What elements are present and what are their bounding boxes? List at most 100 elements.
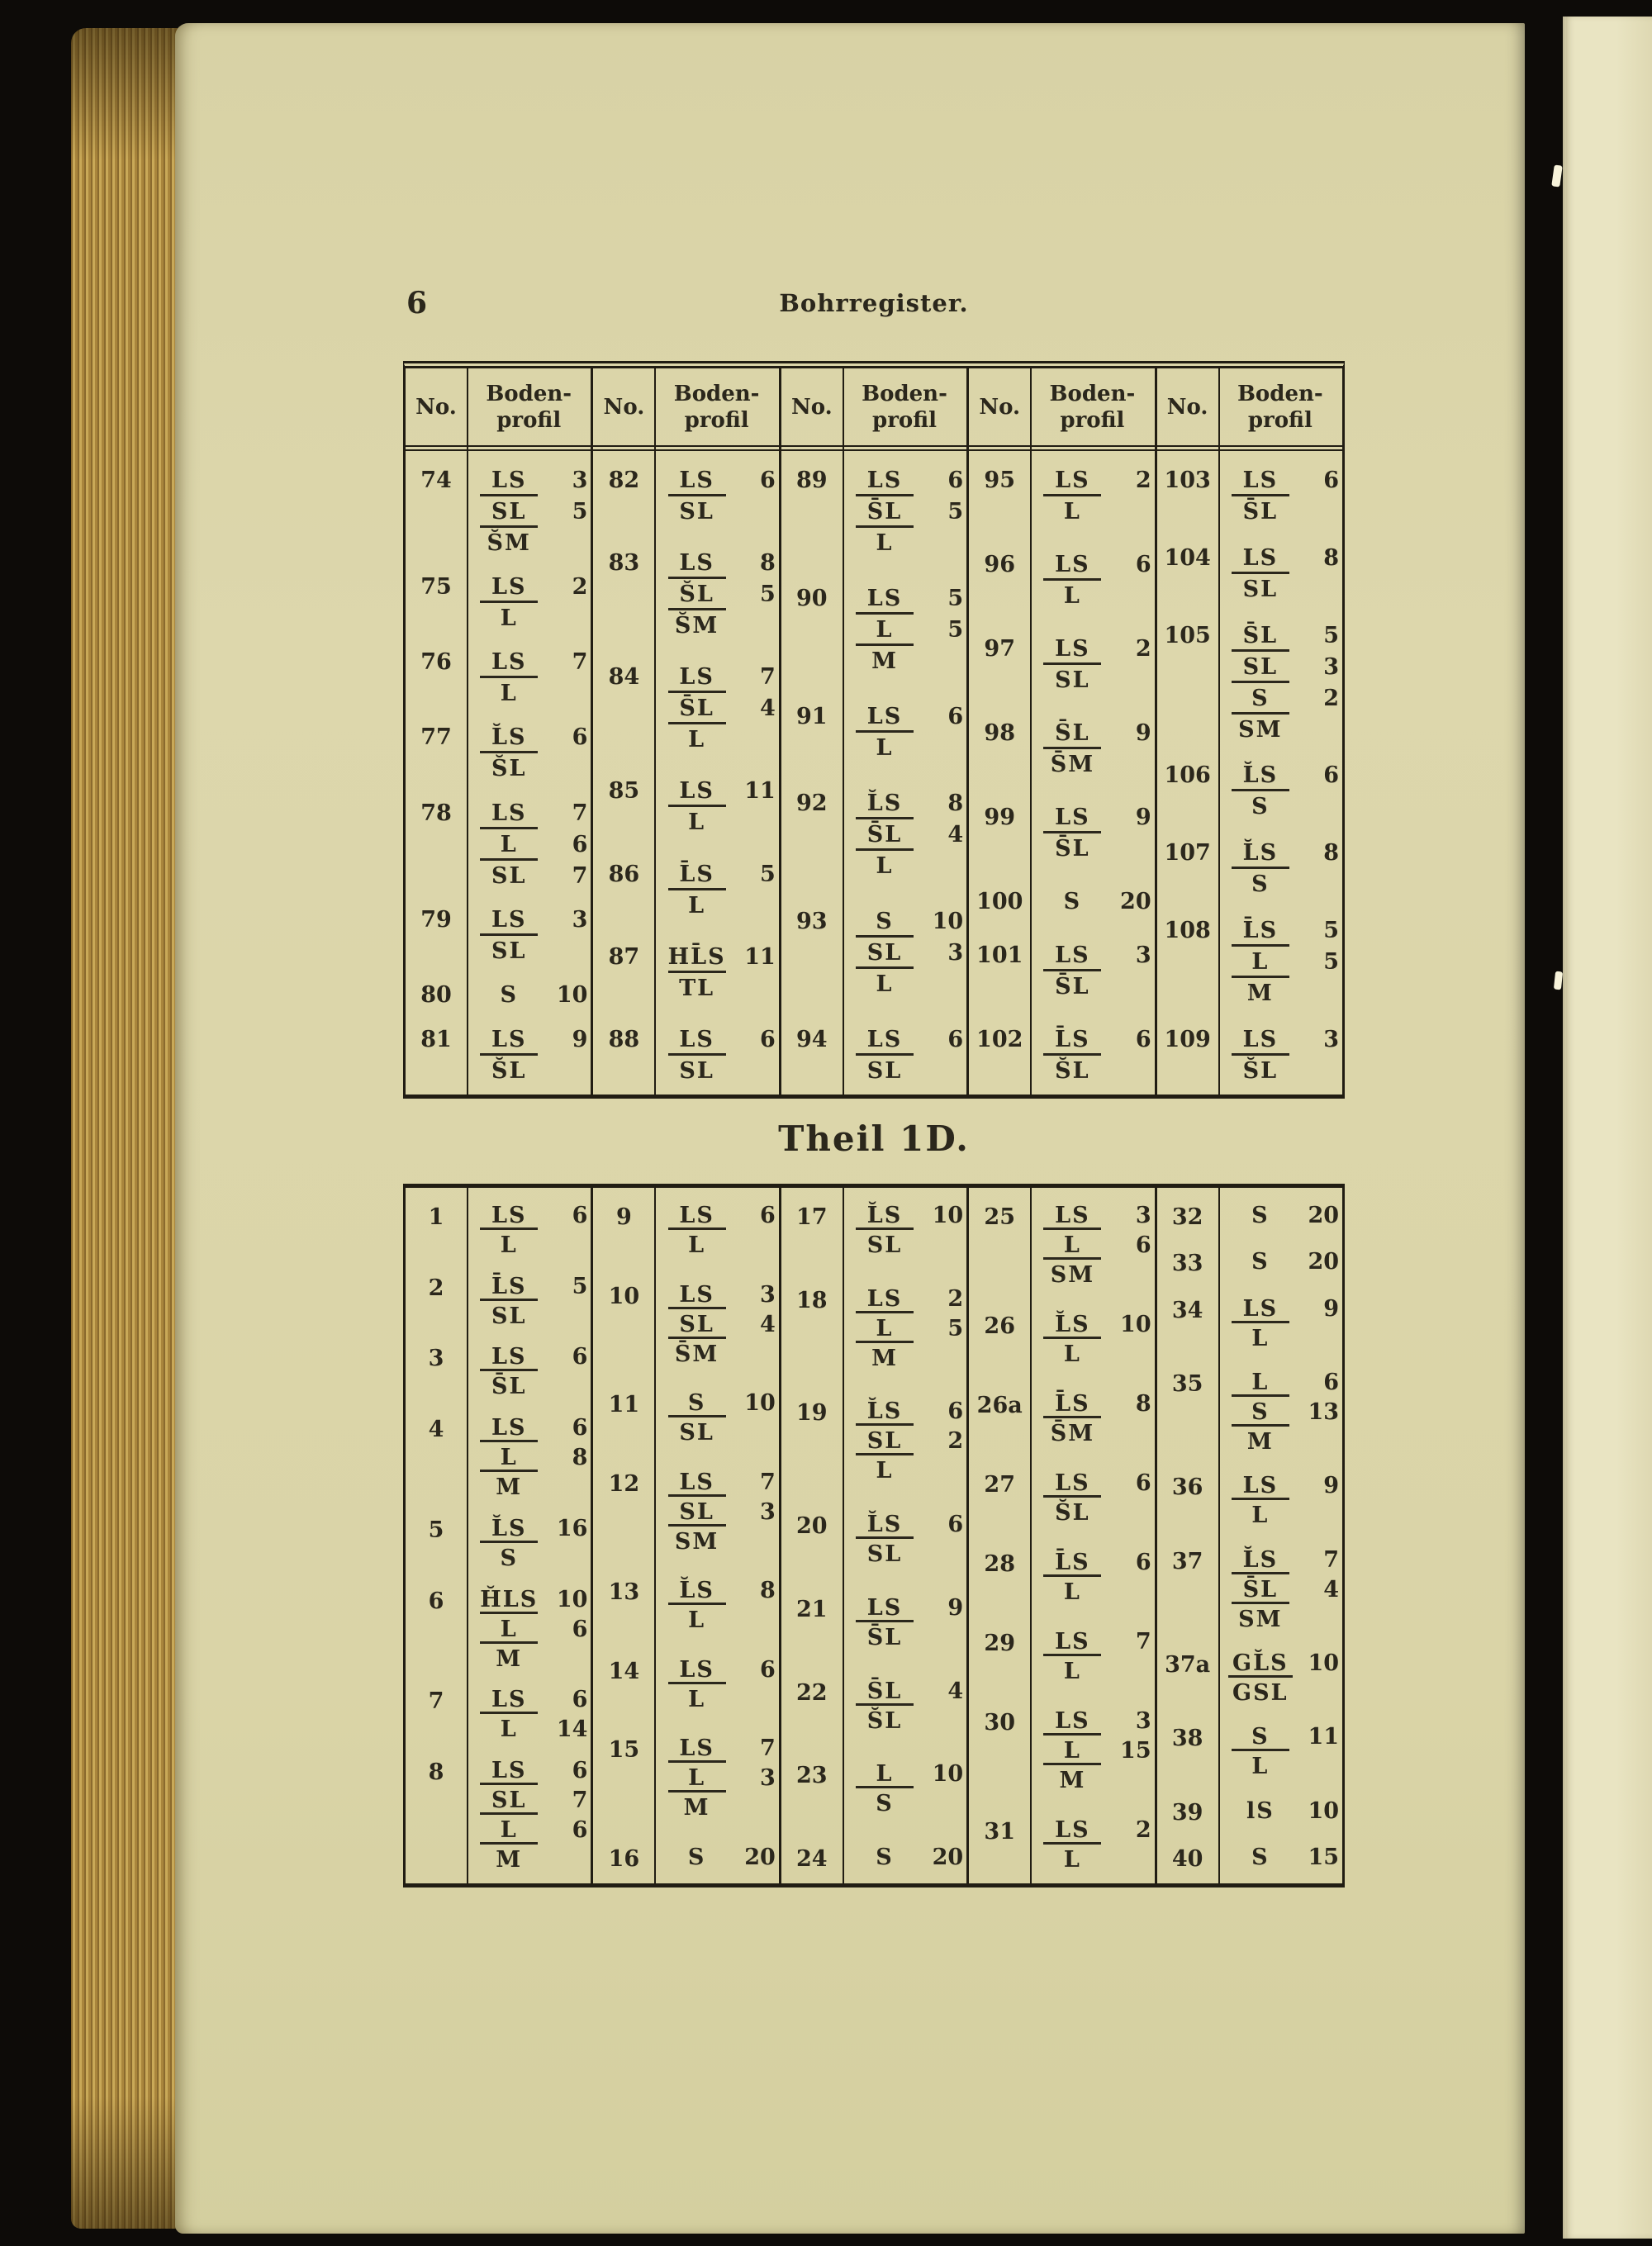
soil-profile: LS 2 L [1030,1814,1154,1873]
soil-layer: M [467,1470,591,1501]
layer-code-wrap: L̆S [843,1511,927,1538]
layer-code-wrap: S̆L [654,577,738,608]
soil-layer: S 10 [654,1387,778,1417]
layer-code: L [856,966,914,998]
bore-entry: 34 LS 9 L [1157,1293,1342,1352]
soil-profile: S 10 SL 3 L [843,904,966,998]
book-page: 6 Bohrregister. No. Boden-profil 74 LS 3 SL 5 S… [175,23,1525,2234]
layer-depth: 6 [572,1203,588,1228]
bore-number: 16 [608,1845,640,1872]
bore-number: 29 [984,1631,1015,1656]
soil-profile: L̆S 6 SL 2 L [843,1395,966,1484]
bore-entry: 16 S 20 [593,1841,778,1873]
layer-code-wrap: L [1218,1498,1303,1529]
layer-code-wrap: LS [1030,1628,1114,1655]
bore-entry: 86 L̄S 5 L [593,857,778,919]
soil-layer: LS 6 [467,1199,591,1229]
column-body: 74 LS 3 SL 5 S̆M 75 LS 2 L 76 LS 7 L 77 L̆S 6 S̆L 78 LS 7 L 6 S… [406,451,591,1095]
bore-entry: 77 L̆S 6 S̆L [406,719,591,782]
layer-depth: 6 [760,1026,776,1052]
bore-number: 97 [984,636,1015,662]
layer-code: LS [491,1757,527,1783]
layer-code: L [856,612,914,643]
bore-number: 86 [608,861,640,887]
layer-code-wrap: SL [654,1052,738,1085]
bore-number: 3 [428,1346,444,1372]
bore-entry: 22 S̄L 4 S̆L [781,1675,966,1735]
layer-code-wrap: L̄S [1030,1549,1114,1576]
layer-code-wrap: L [1030,1654,1114,1685]
layer-code-wrap: S [1218,1394,1303,1426]
layer-code-wrap: LS [843,1026,927,1053]
column-header-row: No. Boden-profil [1156,368,1343,451]
layer-code: SL [856,1227,914,1259]
bore-number: 92 [796,791,828,816]
bore-entry: 79 LS 3 SL [406,902,591,965]
layer-code-wrap: L [1218,1749,1303,1780]
layer-code-wrap: L [467,601,551,632]
layer-depth: 5 [947,1315,964,1341]
layer-code-wrap: L [467,1812,551,1844]
layer-code: L [667,722,726,753]
bore-entry: 33 S 20 [1157,1246,1342,1278]
column-header-profile: Boden-profil [843,368,966,445]
bore-entry: 10 LS 3 SL 4 S̄M [593,1279,778,1368]
soil-layer: LS 6 [467,1683,591,1713]
soil-profile: S 20 [1218,1246,1342,1278]
layer-code: LS [679,1026,714,1052]
bore-number: 101 [976,943,1023,968]
layer-code-wrap: S [654,1389,738,1417]
layer-code: HL̄S [667,943,726,970]
layer-code-wrap: L̆S [843,1398,927,1425]
layer-depth: 10 [556,1586,588,1612]
layer-code-wrap: S [843,908,927,935]
layer-depth: 6 [1135,1027,1151,1052]
bore-number: 12 [608,1470,640,1497]
layer-code: S [480,1540,539,1572]
soil-layer: S [1218,867,1342,898]
soil-layer: LS 7 [467,644,591,676]
bore-number: 107 [1164,840,1211,867]
layer-depth: 7 [1135,1629,1151,1655]
layer-code-wrap: L [1030,1227,1114,1259]
layer-code: SL [856,1536,914,1568]
bore-number: 94 [796,1027,828,1052]
bore-entry: 36 LS 9 L [1157,1470,1342,1529]
bore-entry: 98 S̄L 9 S̄M [969,715,1154,778]
soil-profile: S 20 [654,1841,778,1873]
soil-layer: M [654,1790,778,1821]
soil-profile: L 6 S 13 M [1218,1366,1342,1455]
layer-depth: 15 [1308,1844,1340,1870]
layer-code: S [1251,1203,1270,1228]
layer-depth: 6 [947,468,964,493]
layer-code: S̆M [480,525,539,557]
layer-code: S [1251,1844,1270,1870]
layer-code-wrap: LS [1030,1202,1114,1229]
layer-code: S [856,1786,914,1817]
bore-entry: 37a GL̆S 10 GSL [1157,1647,1342,1707]
layer-code-wrap: S [1218,1202,1303,1229]
bore-number: 22 [796,1679,828,1706]
layer-code-wrap: L [1030,1842,1114,1873]
bore-entry: 30 LS 3 L 15 M [969,1705,1154,1794]
bore-number: 31 [984,1819,1015,1845]
soil-layer: S̄M [654,1336,778,1368]
soil-layer: L [843,966,966,998]
soil-layer: L̄S 8 [1030,1388,1154,1417]
soil-layer: LS 2 [1030,1814,1154,1844]
bore-number: 6 [428,1588,444,1614]
layer-code-wrap: L̆S [1218,839,1303,867]
layer-depth: 3 [1323,1026,1340,1052]
layer-code: LS [679,550,714,577]
soil-profile: L 10 S [843,1758,966,1817]
bore-entry: 108 L̄S 5 L 5 M [1157,913,1342,1007]
soil-profile: LS 2 L 5 M [843,1283,966,1372]
layer-code: M [667,1790,726,1821]
bore-number: 100 [976,889,1023,914]
soil-layer: SL [1218,571,1342,603]
soil-layer: L [1218,1498,1342,1529]
layer-code-wrap: SL [467,494,551,525]
layer-depth: 9 [947,1594,964,1621]
